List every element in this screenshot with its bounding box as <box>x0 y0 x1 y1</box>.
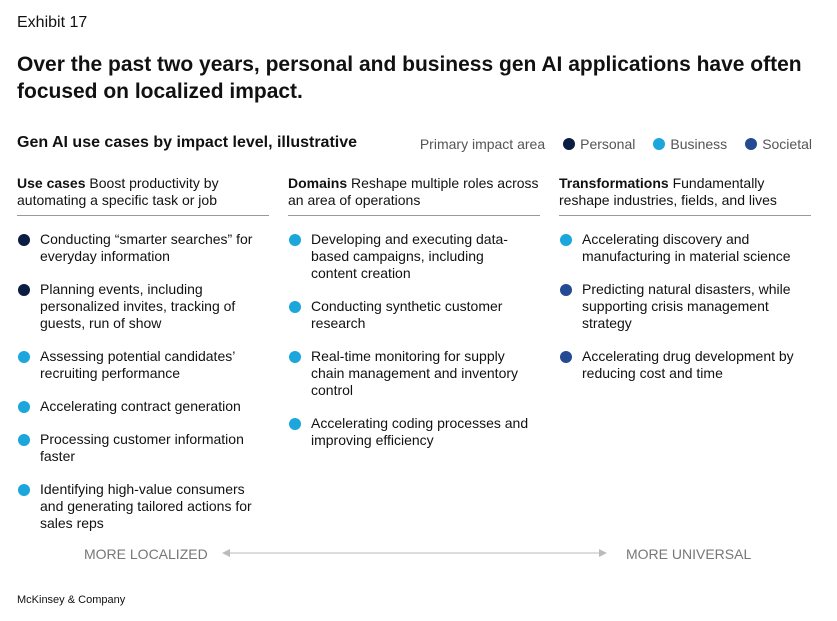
list-item: Real-time monitoring for supply chain ma… <box>288 348 540 399</box>
bullet <box>18 234 30 246</box>
column: Transformations Fundamentally reshape in… <box>559 175 811 398</box>
list-item: Conducting “smarter searches” for everyd… <box>17 231 269 265</box>
heading-bold: Transformations <box>559 175 669 191</box>
list-item: Accelerating coding processes and improv… <box>288 415 540 449</box>
item-text: Processing customer information faster <box>40 431 244 464</box>
footer: McKinsey & Company <box>17 594 126 606</box>
bullet <box>289 301 301 313</box>
heading-text: Boost productivity by automating a speci… <box>17 175 219 208</box>
item-list: Developing and executing data-based camp… <box>288 231 540 449</box>
arrow-head <box>222 549 230 557</box>
axis-right-label: MORE UNIVERSAL <box>626 546 752 562</box>
heading-bold: Domains <box>288 175 348 191</box>
legend-item: Business <box>653 136 727 152</box>
item-text: Predicting natural disasters, while supp… <box>582 281 791 331</box>
item-list: Conducting “smarter searches” for everyd… <box>17 231 269 532</box>
subtitle: Gen AI use cases by impact level, illust… <box>17 134 358 151</box>
bullet <box>18 351 30 363</box>
bullet <box>289 234 301 246</box>
legend-text: Societal <box>762 136 812 152</box>
legend-label: Primary impact area <box>419 136 546 152</box>
legend: Primary impact area Personal Business Soci… <box>420 136 812 152</box>
legend-dot <box>745 138 758 150</box>
item-text: Identifying high-value consumers and gen… <box>40 481 252 531</box>
bullet <box>18 284 30 296</box>
list-item: Developing and executing data-based camp… <box>288 231 540 282</box>
column-heading: Use cases Boost productivity by automati… <box>17 175 269 216</box>
list-item: Accelerating drug development by reducin… <box>559 348 811 382</box>
legend-text: Business <box>670 136 728 152</box>
item-text: Accelerating discovery and manufacturing… <box>582 231 791 264</box>
bullet <box>18 434 30 446</box>
item-text: Planning events, including personalized … <box>40 281 236 331</box>
list-item: Planning events, including personalized … <box>17 281 269 332</box>
heading-bold: Use cases <box>17 175 86 191</box>
bullet <box>560 234 572 246</box>
bullet <box>560 351 572 363</box>
bullet <box>289 418 301 430</box>
title: Over the past two years, personal and bu… <box>17 53 802 103</box>
legend-text: Personal <box>580 136 636 152</box>
item-text: Conducting synthetic customer research <box>311 298 503 331</box>
bullet <box>560 284 572 296</box>
heading-text: Reshape multiple roles across an area of… <box>288 175 539 208</box>
bullet <box>289 351 301 363</box>
axis-left-label: MORE LOCALIZED <box>84 546 208 562</box>
item-text: Accelerating coding processes and improv… <box>311 415 529 448</box>
column-heading: Domains Reshape multiple roles across an… <box>288 175 540 216</box>
item-text: Assessing potential candidates’ recruiti… <box>40 348 235 381</box>
list-item: Processing customer information faster <box>17 431 269 465</box>
exhibit-label: Exhibit 17 <box>17 14 88 31</box>
item-text: Developing and executing data-based camp… <box>311 231 508 281</box>
item-text: Accelerating contract generation <box>40 398 241 414</box>
list-item: Accelerating discovery and manufacturing… <box>559 231 811 265</box>
legend-item: Personal <box>563 136 635 152</box>
column-heading: Transformations Fundamentally reshape in… <box>559 175 811 216</box>
bullet <box>18 401 30 413</box>
list-item: Conducting synthetic customer research <box>288 298 540 332</box>
column: Use cases Boost productivity by automati… <box>17 175 269 548</box>
item-text: Conducting “smarter searches” for everyd… <box>40 231 253 264</box>
column: Domains Reshape multiple roles across an… <box>288 175 540 465</box>
item-text: Accelerating drug development by reducin… <box>582 348 794 381</box>
legend-item: Societal <box>745 136 812 152</box>
list-item: Identifying high-value consumers and gen… <box>17 481 269 532</box>
item-list: Accelerating discovery and manufacturing… <box>559 231 811 382</box>
legend-dot <box>653 138 666 150</box>
bullet <box>18 484 30 496</box>
list-item: Accelerating contract generation <box>17 398 269 415</box>
arrow-head <box>599 549 607 557</box>
heading-text: Fundamentally reshape industries, fields… <box>559 175 777 208</box>
list-item: Assessing potential candidates’ recruiti… <box>17 348 269 382</box>
item-text: Real-time monitoring for supply chain ma… <box>311 348 519 398</box>
list-item: Predicting natural disasters, while supp… <box>559 281 811 332</box>
legend-dot <box>563 138 576 150</box>
